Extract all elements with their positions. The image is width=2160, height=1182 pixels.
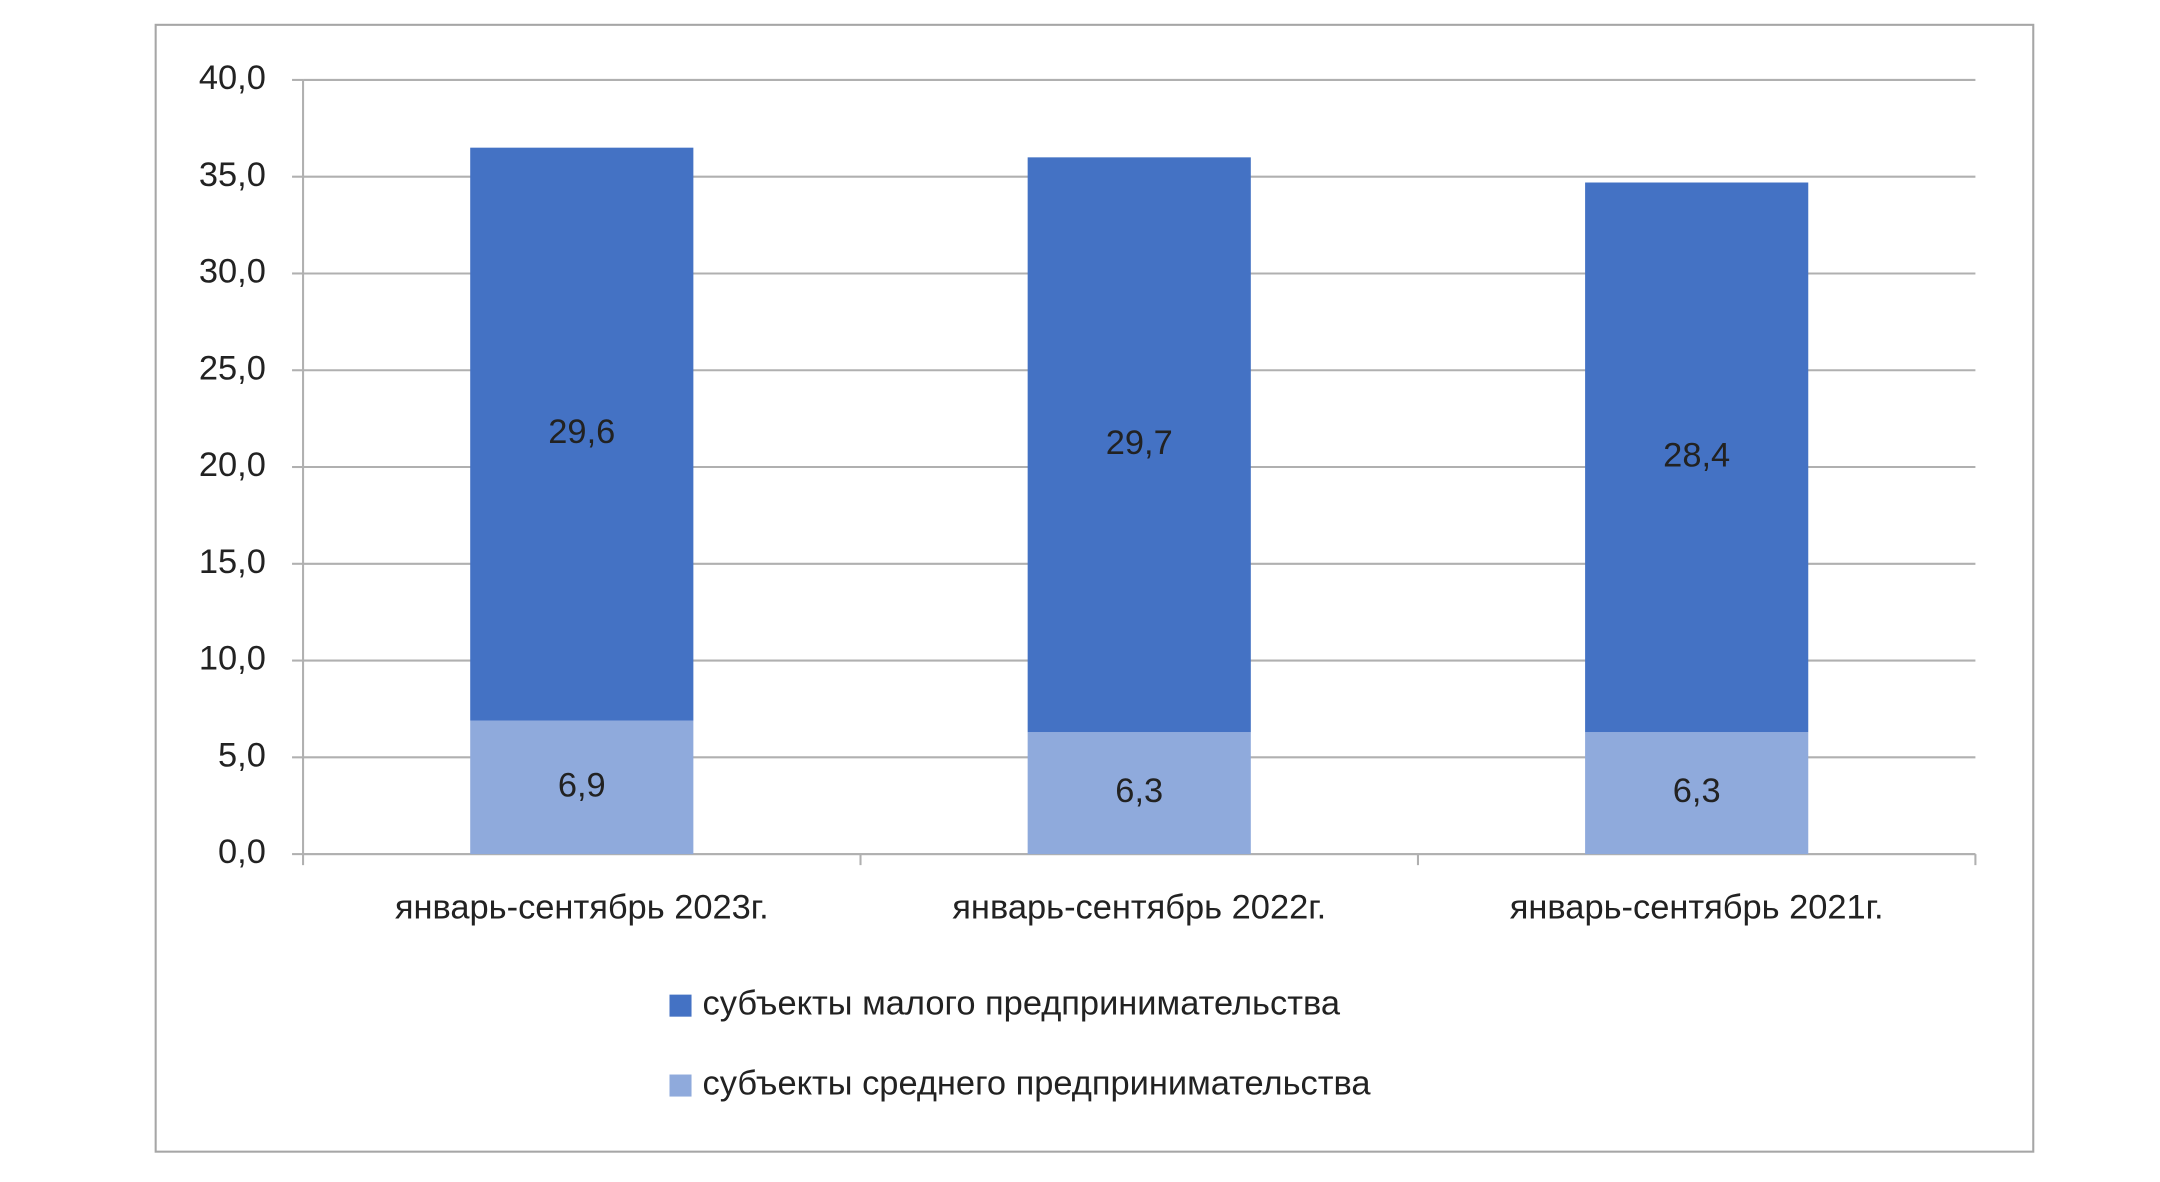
y-tick-label: 30,0 (199, 253, 266, 291)
y-tick-label: 15,0 (199, 543, 266, 581)
y-tick-label: 10,0 (199, 640, 266, 678)
value-label: 6,3 (1115, 772, 1163, 810)
legend-label: субъекты среднего предпринимательства (703, 1065, 1372, 1103)
value-label: 29,6 (548, 413, 615, 451)
x-tick-label: январь-сентябрь 2022г. (952, 888, 1326, 926)
y-tick-label: 0,0 (218, 833, 266, 871)
x-tick-label: январь-сентябрь 2023г. (395, 888, 769, 926)
legend-label: субъекты малого предпринимательства (703, 985, 1341, 1023)
y-tick-label: 35,0 (199, 156, 266, 194)
value-label: 6,9 (558, 766, 606, 804)
y-tick-label: 40,0 (199, 59, 266, 97)
bar-segment (470, 720, 694, 855)
legend-swatch (669, 1074, 692, 1097)
y-tick-label: 20,0 (199, 446, 266, 484)
legend-swatch (669, 994, 692, 1017)
x-tick-label: январь-сентябрь 2021г. (1510, 888, 1884, 926)
value-label: 6,3 (1673, 772, 1721, 810)
bar-segment (1585, 182, 1809, 733)
bar-segment (1027, 157, 1251, 733)
bar-segment (470, 147, 694, 721)
value-label: 29,7 (1106, 424, 1173, 462)
y-tick-label: 5,0 (218, 736, 266, 774)
bar-segment (1585, 732, 1809, 855)
y-tick-label: 25,0 (199, 349, 266, 387)
bar-segment (1027, 732, 1251, 855)
value-label: 28,4 (1663, 436, 1730, 474)
